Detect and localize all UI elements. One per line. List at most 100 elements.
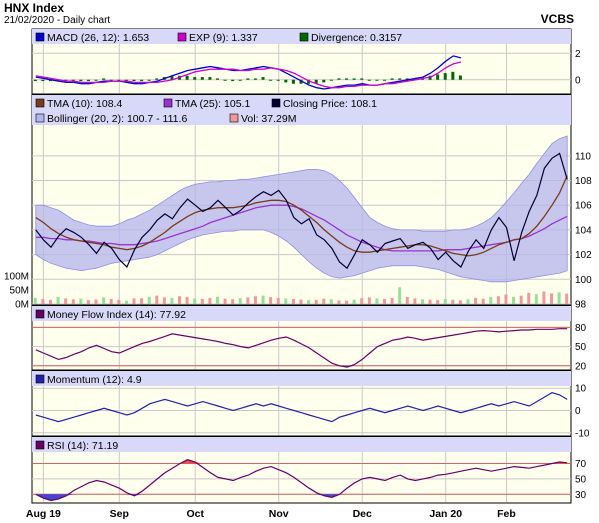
volume-bar	[102, 297, 106, 304]
volume-bar	[170, 297, 174, 304]
volume-tick-2: 0M	[15, 300, 29, 311]
divergence-bar	[185, 75, 189, 80]
divergence-bar	[86, 79, 90, 82]
volume-bar	[276, 297, 280, 304]
xtick-1: Sep	[110, 508, 129, 520]
divergence-bar	[79, 79, 83, 82]
volume-bar	[451, 299, 455, 304]
volume-bar	[420, 299, 424, 304]
divergence-bar	[375, 79, 379, 81]
xtick-4: Dec	[353, 508, 372, 520]
volume-bar	[269, 297, 273, 304]
ytick-momentum-2: -10	[575, 428, 590, 439]
volume-bar	[132, 298, 136, 304]
volume-bar	[489, 297, 493, 304]
divergence-bar	[215, 78, 219, 80]
divergence-bar	[117, 79, 121, 81]
volume-bar	[215, 296, 219, 304]
divergence-bar	[170, 75, 174, 80]
divergence-bar	[443, 73, 447, 80]
legend-label-price-1: TMA (25): 105.1	[175, 98, 250, 110]
xtick-5: Jan 20	[429, 508, 462, 520]
divergence-bar	[329, 79, 333, 81]
volume-bar	[79, 298, 83, 304]
xtick-2: Oct	[186, 508, 204, 520]
volume-bar	[41, 299, 45, 304]
divergence-bar	[291, 79, 295, 84]
legend-label-rsi-0: RSI (14): 71.19	[47, 440, 118, 452]
volume-bar	[94, 299, 98, 304]
ytick-price-3: 104	[575, 225, 592, 236]
legend-swatch-price-2	[271, 98, 281, 108]
volume-tick-0: 100M	[4, 272, 29, 283]
ytick-momentum-1: 0	[575, 406, 581, 417]
ytick-rsi-0: 70	[575, 459, 587, 470]
legend-label-price-2: Closing Price: 108.1	[283, 98, 377, 110]
divergence-bar	[436, 74, 440, 80]
volume-bar	[504, 294, 508, 304]
volume-bar	[398, 287, 402, 304]
volume-bar	[238, 298, 242, 304]
divergence-bar	[231, 79, 235, 82]
legend-swatch-macd-2	[299, 32, 309, 42]
brand-label: VCBS	[540, 12, 574, 26]
legend-label-price-3: Bollinger (20, 2): 100.7 - 111.6	[47, 113, 187, 125]
volume-bar	[231, 299, 235, 304]
volume-bar	[56, 297, 60, 304]
divergence-bar	[261, 77, 265, 80]
divergence-bar	[307, 79, 311, 84]
volume-bar	[208, 297, 212, 304]
legend-band-rsi	[32, 437, 571, 452]
divergence-bar	[352, 78, 356, 80]
volume-bar	[193, 298, 197, 304]
legend-swatch-rsi-0	[35, 440, 45, 450]
ytick-price-4: 102	[575, 250, 592, 261]
legend-label-momentum-0: Momentum (12): 4.9	[47, 374, 142, 386]
legend-swatch-price-4	[229, 113, 239, 123]
ytick-mfi-0: 80	[575, 323, 587, 334]
ytick-rsi-1: 50	[575, 474, 587, 485]
volume-bar	[140, 298, 144, 304]
divergence-bar	[299, 79, 303, 84]
legend-band-price	[32, 95, 571, 125]
volume-bar	[458, 300, 462, 304]
oversold-fill	[43, 494, 51, 501]
volume-bar	[223, 298, 227, 304]
volume-bar	[512, 296, 516, 304]
divergence-bar	[109, 79, 113, 81]
exp-line	[35, 61, 462, 89]
volume-bar	[496, 296, 500, 304]
legend-swatch-momentum-0	[35, 374, 45, 384]
volume-bar	[185, 297, 189, 304]
volume-bar	[390, 297, 394, 304]
ytick-price-6: 98	[575, 300, 587, 311]
volume-bar	[314, 299, 318, 304]
divergence-bar	[94, 79, 98, 81]
volume-bar	[550, 293, 554, 304]
legend-label-macd-1: EXP (9): 1.337	[189, 32, 258, 44]
volume-bar	[367, 297, 371, 304]
rsi-line	[35, 459, 568, 502]
volume-bar	[109, 299, 113, 304]
volume-bar	[557, 292, 561, 304]
closing-price-line	[35, 152, 568, 270]
momentum-line	[35, 392, 568, 423]
volume-bar	[147, 296, 151, 304]
ytick-mfi-1: 50	[575, 342, 587, 353]
legend-swatch-macd-0	[35, 32, 45, 42]
volume-bar	[86, 300, 90, 304]
divergence-bar	[124, 79, 128, 82]
divergence-bar	[383, 79, 387, 81]
chart-subtitle: 21/02/2020 - Daily chart	[4, 15, 111, 26]
macd-line	[35, 55, 462, 90]
xtick-6: Feb	[497, 508, 516, 520]
legend-band-mfi	[32, 306, 571, 321]
divergence-bar	[337, 78, 341, 80]
volume-bar	[345, 300, 349, 304]
divergence-bar	[284, 79, 288, 83]
ytick-macd-1: 0	[575, 75, 581, 86]
ytick-rsi-2: 30	[575, 490, 587, 501]
legend-band-momentum	[32, 371, 571, 386]
ytick-price-5: 100	[575, 275, 592, 286]
